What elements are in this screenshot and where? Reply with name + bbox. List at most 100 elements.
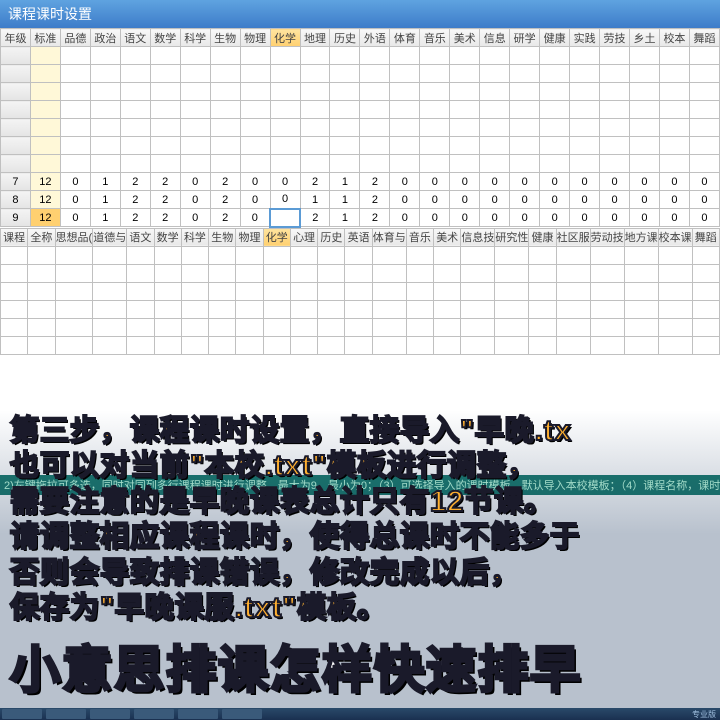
grid-cell[interactable] bbox=[330, 101, 360, 119]
subgrid-cell[interactable] bbox=[692, 336, 719, 354]
subgrid-cell[interactable] bbox=[495, 300, 529, 318]
grid-column-header[interactable]: 化学 bbox=[270, 29, 300, 47]
subgrid-cell[interactable] bbox=[461, 264, 495, 282]
grid-cell[interactable] bbox=[600, 83, 630, 101]
subgrid-cell[interactable] bbox=[236, 300, 263, 318]
grid-cell[interactable] bbox=[450, 83, 480, 101]
subgrid-cell[interactable] bbox=[529, 264, 556, 282]
grid-cell[interactable] bbox=[150, 47, 180, 65]
hours-cell[interactable]: 0 bbox=[570, 191, 600, 209]
grid-cell[interactable] bbox=[420, 47, 450, 65]
subgrid-cell[interactable] bbox=[93, 246, 127, 264]
grid-cell[interactable] bbox=[240, 155, 270, 173]
grid-column-header[interactable]: 语文 bbox=[120, 29, 150, 47]
grid-cell[interactable] bbox=[270, 65, 300, 83]
grid-cell[interactable] bbox=[390, 47, 420, 65]
hours-cell[interactable]: 0 bbox=[540, 191, 570, 209]
subgrid-cell[interactable] bbox=[236, 282, 263, 300]
subgrid-column-header[interactable]: 化学 bbox=[263, 228, 290, 246]
subgrid-cell[interactable] bbox=[236, 264, 263, 282]
subgrid-cell[interactable] bbox=[624, 318, 658, 336]
subgrid-cell[interactable] bbox=[55, 336, 93, 354]
subgrid-cell[interactable] bbox=[28, 300, 55, 318]
subgrid-cell[interactable] bbox=[658, 282, 692, 300]
subgrid-cell[interactable] bbox=[263, 264, 290, 282]
grid-column-header[interactable]: 地理 bbox=[300, 29, 330, 47]
subgrid-cell[interactable] bbox=[1, 336, 28, 354]
subgrid-cell[interactable] bbox=[55, 264, 93, 282]
grid-cell[interactable] bbox=[180, 155, 210, 173]
hours-cell[interactable]: 1 bbox=[330, 191, 360, 209]
subgrid-cell[interactable] bbox=[1, 282, 28, 300]
subgrid-cell[interactable] bbox=[181, 300, 208, 318]
hours-cell[interactable]: 0 bbox=[480, 191, 510, 209]
grid-cell[interactable] bbox=[330, 119, 360, 137]
hours-cell[interactable]: 0 bbox=[570, 173, 600, 191]
grid-column-header[interactable]: 年级 bbox=[1, 29, 31, 47]
grade-cell[interactable]: 9 bbox=[1, 209, 31, 227]
subgrid-column-header[interactable]: 语文 bbox=[127, 228, 154, 246]
hours-cell[interactable]: 1 bbox=[300, 191, 330, 209]
grid-cell[interactable] bbox=[600, 137, 630, 155]
grid-cell[interactable] bbox=[150, 65, 180, 83]
grid-cell[interactable] bbox=[360, 119, 390, 137]
hours-cell[interactable]: 0 bbox=[450, 191, 480, 209]
subgrid-cell[interactable] bbox=[495, 282, 529, 300]
grid-cell[interactable] bbox=[390, 65, 420, 83]
subgrid-cell[interactable] bbox=[154, 300, 181, 318]
grid-cell[interactable] bbox=[180, 83, 210, 101]
grid-cell[interactable] bbox=[90, 47, 120, 65]
subgrid-cell[interactable] bbox=[406, 318, 433, 336]
grid-cell[interactable] bbox=[120, 47, 150, 65]
grid-cell[interactable] bbox=[450, 47, 480, 65]
hours-cell[interactable]: 0 bbox=[180, 191, 210, 209]
grid-column-header[interactable]: 生物 bbox=[210, 29, 240, 47]
grid-cell[interactable] bbox=[270, 137, 300, 155]
grid-cell[interactable] bbox=[120, 65, 150, 83]
grid-cell[interactable] bbox=[390, 101, 420, 119]
grid-cell[interactable] bbox=[300, 65, 330, 83]
grid-cell[interactable] bbox=[1, 65, 31, 83]
grid-cell[interactable] bbox=[570, 83, 600, 101]
subgrid-cell[interactable] bbox=[318, 246, 345, 264]
grid-cell[interactable] bbox=[360, 65, 390, 83]
grid-cell[interactable] bbox=[120, 137, 150, 155]
grid-cell[interactable] bbox=[420, 65, 450, 83]
grid-cell[interactable] bbox=[270, 119, 300, 137]
subgrid-cell[interactable] bbox=[154, 318, 181, 336]
grid-column-header[interactable]: 健康 bbox=[540, 29, 570, 47]
grade-cell[interactable]: 7 bbox=[1, 173, 31, 191]
grid-cell[interactable] bbox=[90, 119, 120, 137]
subgrid-cell[interactable] bbox=[290, 336, 317, 354]
grid-column-header[interactable]: 劳技 bbox=[600, 29, 630, 47]
subgrid-cell[interactable] bbox=[1, 246, 28, 264]
grid-cell[interactable] bbox=[450, 65, 480, 83]
subgrid-cell[interactable] bbox=[556, 336, 590, 354]
taskbar-item[interactable] bbox=[2, 709, 42, 719]
subgrid-cell[interactable] bbox=[28, 264, 55, 282]
subgrid-cell[interactable] bbox=[318, 282, 345, 300]
grid-cell[interactable] bbox=[90, 65, 120, 83]
hours-cell[interactable]: 0 bbox=[630, 191, 660, 209]
grade-cell[interactable]: 8 bbox=[1, 191, 31, 209]
grid-cell[interactable] bbox=[659, 137, 689, 155]
grid-cell[interactable] bbox=[659, 155, 689, 173]
grid-cell[interactable] bbox=[689, 65, 719, 83]
standard-cell[interactable]: 12 bbox=[30, 209, 60, 227]
subgrid-cell[interactable] bbox=[406, 282, 433, 300]
subgrid-cell[interactable] bbox=[461, 246, 495, 264]
grid-cell[interactable] bbox=[600, 101, 630, 119]
hours-cell[interactable]: 0 bbox=[540, 173, 570, 191]
subgrid-cell[interactable] bbox=[127, 282, 154, 300]
grid-cell[interactable] bbox=[360, 155, 390, 173]
system-tray[interactable]: 专业版 bbox=[692, 709, 720, 720]
grid-cell[interactable] bbox=[270, 83, 300, 101]
grid-cell[interactable] bbox=[150, 137, 180, 155]
hours-cell[interactable]: 2 bbox=[300, 209, 330, 227]
taskbar-item[interactable] bbox=[46, 709, 86, 719]
hours-cell[interactable]: 0 bbox=[390, 209, 420, 227]
grid-cell[interactable] bbox=[689, 83, 719, 101]
subgrid-cell[interactable] bbox=[658, 336, 692, 354]
grid-cell[interactable] bbox=[390, 83, 420, 101]
subgrid-cell[interactable] bbox=[372, 282, 406, 300]
